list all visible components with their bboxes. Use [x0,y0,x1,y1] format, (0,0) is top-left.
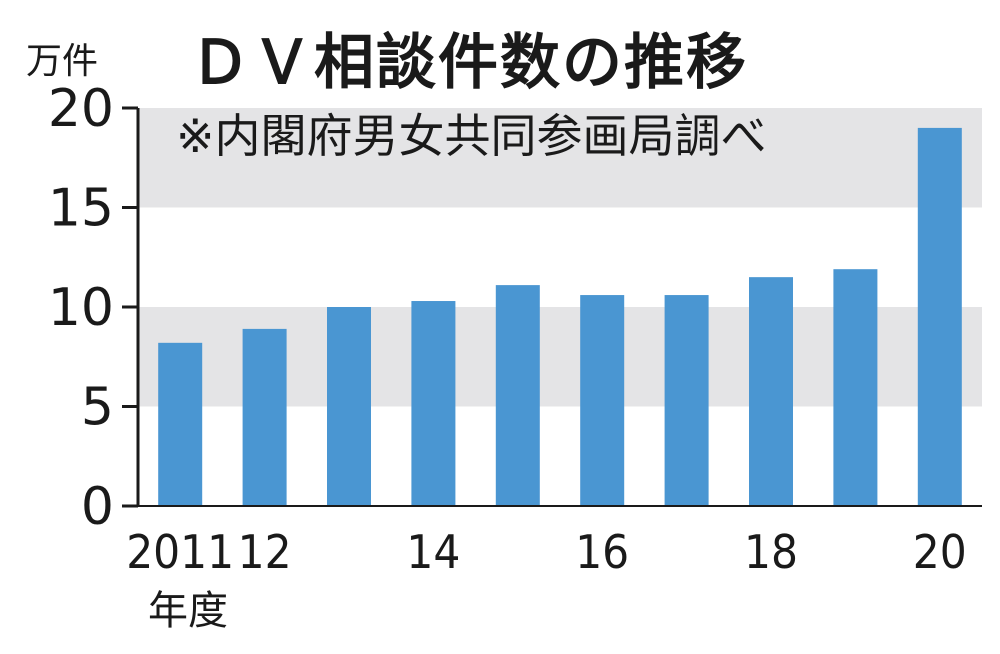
bar-14 [411,301,456,506]
bar-12 [242,328,287,506]
y-unit-label: 万件 [26,41,99,82]
x-tick-label-2011: 2011 [126,525,234,579]
x-unit-label: 年度 [148,588,228,634]
bar-13 [327,307,371,506]
bar-17 [664,295,709,506]
chart-subtitle: ※内閣府男女共同参画局調べ [176,109,767,163]
bar-18 [749,277,793,506]
bar-15 [495,285,540,506]
bar-2011 [158,342,203,506]
y-tick-label-10: 10 [48,278,114,338]
y-tick-label-0: 0 [81,477,114,537]
bar-16 [580,295,625,506]
grid-band-1 [138,108,982,208]
bar-19 [833,269,878,506]
x-tick-label-18: 18 [744,525,798,579]
x-tick-label-14: 14 [406,525,460,579]
chart-title: ＤＶ相談件数の推移 [190,28,748,98]
x-tick-label-16: 16 [575,525,629,579]
bar-20 [917,127,962,507]
x-tick-label-20: 20 [913,525,967,579]
y-tick-label-20: 20 [48,79,114,139]
y-tick-label-15: 15 [48,179,114,239]
y-tick-label-5: 5 [81,378,114,438]
x-tick-label-12: 12 [238,525,292,579]
